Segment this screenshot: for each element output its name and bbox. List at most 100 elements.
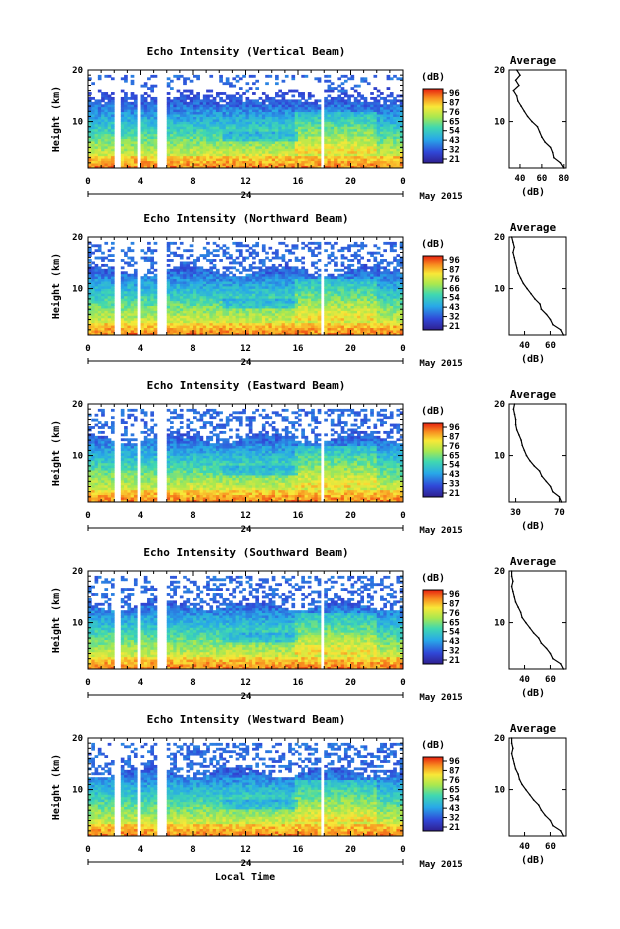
heatmap-cell: [101, 138, 105, 142]
heatmap-cell: [235, 249, 240, 253]
heatmap-cell: [91, 138, 95, 142]
heatmap-cell: [193, 298, 197, 302]
heatmap-cell: [314, 254, 319, 257]
heatmap-cell: [347, 99, 351, 103]
heatmap-cell: [97, 121, 102, 125]
heatmap-cell: [330, 165, 335, 169]
heatmap-cell: [284, 92, 289, 95]
heatmap-cell: [301, 315, 305, 319]
heatmap-cell: [275, 94, 279, 98]
heatmap-cell: [120, 99, 125, 103]
heatmap-cell: [370, 143, 374, 147]
heatmap-cell: [107, 106, 112, 110]
heatmap-cell: [347, 155, 351, 159]
heatmap-cell: [314, 114, 319, 117]
heatmap-cell: [380, 106, 384, 110]
heatmap-cell: [206, 99, 210, 103]
heatmap-cell: [301, 312, 305, 316]
heatmap-cell: [327, 312, 332, 316]
heatmap-cell: [101, 155, 105, 159]
heatmap-cell: [291, 281, 296, 284]
heatmap-cell: [183, 268, 187, 272]
heatmap-cell: [225, 286, 230, 289]
heatmap-cell: [298, 268, 302, 272]
heatmap-cell: [140, 109, 145, 113]
heatmap-cell: [386, 131, 391, 135]
heatmap-cell: [347, 165, 351, 169]
heatmap-cell: [370, 136, 374, 139]
heatmap-cell: [186, 315, 191, 319]
heatmap-cell: [324, 106, 328, 110]
heatmap-cell: [97, 298, 102, 302]
heatmap-cell: [91, 119, 95, 122]
heatmap-cell: [183, 155, 187, 159]
heatmap-cell: [311, 104, 315, 108]
heatmap-cell: [120, 330, 125, 333]
heatmap-cell: [337, 119, 342, 122]
heatmap-cell: [386, 163, 391, 166]
heatmap-cell: [101, 116, 105, 120]
heatmap-cell: [399, 131, 404, 135]
heatmap-cell: [261, 303, 266, 306]
heatmap-cell: [88, 241, 92, 245]
heatmap-cell: [327, 295, 332, 299]
heatmap-cell: [173, 116, 177, 120]
heatmap-cell: [229, 158, 233, 162]
heatmap-cell: [268, 121, 273, 125]
heatmap-cell: [189, 155, 194, 159]
heatmap-cell: [298, 320, 302, 324]
heatmap-cell: [235, 290, 240, 294]
heatmap-cell: [245, 150, 250, 154]
heatmap-cell: [281, 305, 286, 309]
heatmap-cell: [301, 116, 305, 120]
heatmap-cell: [288, 109, 292, 113]
heatmap-cell: [127, 278, 132, 282]
heatmap-cell: [173, 109, 177, 113]
heatmap-cell: [183, 99, 187, 103]
heatmap-cell: [248, 254, 253, 257]
heatmap-cell: [91, 295, 95, 299]
heatmap-cell: [317, 290, 322, 294]
heatmap-cell: [330, 254, 335, 257]
heatmap-cell: [94, 263, 99, 267]
heatmap-cell: [330, 288, 335, 292]
heatmap-cell: [215, 300, 220, 304]
heatmap-cell: [380, 111, 384, 115]
heatmap-cell: [143, 251, 148, 255]
heatmap-cell: [307, 325, 312, 329]
heatmap-cell: [229, 114, 233, 117]
heatmap-cell: [307, 310, 312, 314]
heatmap-cell: [301, 131, 305, 135]
heatmap-cell: [196, 330, 200, 333]
heatmap-cell: [196, 119, 200, 122]
heatmap-cell: [176, 305, 181, 309]
heatmap-cell: [196, 123, 200, 127]
heatmap-cell: [353, 104, 358, 108]
heatmap-cell: [153, 153, 158, 157]
heatmap-cell: [238, 325, 243, 329]
heatmap-cell: [124, 141, 128, 144]
heatmap-cell: [294, 303, 299, 306]
heatmap-cell: [173, 293, 177, 297]
heatmap-cell: [153, 308, 158, 311]
heatmap-cell: [304, 74, 309, 78]
heatmap-cell: [222, 281, 227, 284]
heatmap-cell: [124, 128, 128, 132]
heatmap-cell: [261, 259, 266, 262]
heatmap-cell: [225, 325, 230, 329]
heatmap-cell: [366, 148, 371, 152]
x-tick-label: 0: [400, 177, 405, 187]
heatmap-cell: [143, 317, 148, 321]
heatmap-cell: [252, 315, 256, 319]
heatmap-cell: [193, 312, 197, 316]
heatmap-cell: [350, 121, 355, 125]
heatmap-cell: [235, 141, 240, 144]
heatmap-cell: [91, 283, 95, 287]
heatmap-cell: [304, 114, 309, 117]
heatmap-cell: [133, 119, 138, 122]
heatmap-cell: [101, 94, 105, 98]
heatmap-cell: [265, 143, 269, 147]
heatmap-cell: [340, 116, 345, 120]
heatmap-cell: [288, 111, 292, 115]
heatmap-cell: [206, 332, 210, 336]
